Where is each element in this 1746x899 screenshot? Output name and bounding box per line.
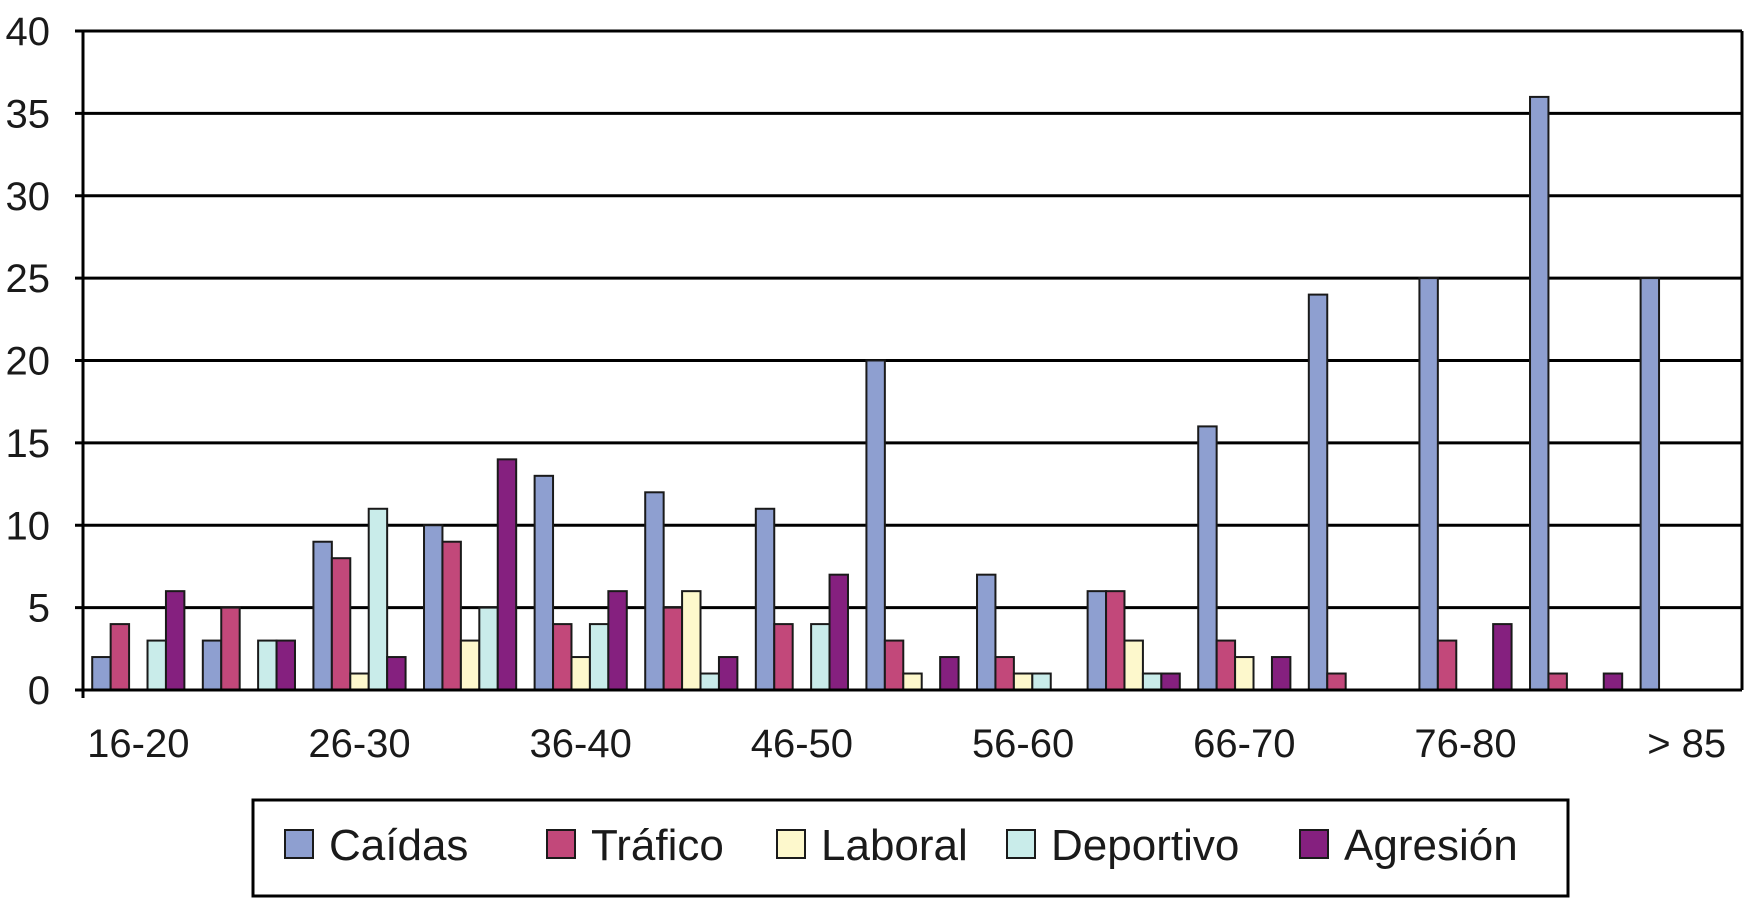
bar-tráfico-6 <box>773 623 794 691</box>
bars <box>91 95 1661 692</box>
bar-caídas-7 <box>865 359 886 691</box>
bar-caídas-8 <box>976 573 997 691</box>
bar-agresión-4 <box>607 590 628 692</box>
bar-deportivo-5 <box>699 672 720 692</box>
x-tick-label: 36-40 <box>530 722 632 766</box>
y-axis-labels: 0 5 10 15 20 25 30 35 40 <box>6 10 51 713</box>
legend-item-caídas: Caídas <box>284 821 468 870</box>
legend-label: Tráfico <box>591 821 724 870</box>
bar-caídas-9 <box>1086 590 1108 692</box>
bar-laboral-8 <box>1012 672 1034 692</box>
bar-agresión-13 <box>1602 672 1624 692</box>
bar-deportivo-2 <box>367 507 389 691</box>
legend-item-agresión: Agresión <box>1299 821 1518 870</box>
bar-tráfico-1 <box>220 606 241 691</box>
bar-caídas-4 <box>533 474 555 692</box>
legend-swatch <box>546 829 576 859</box>
bar-caídas-14 <box>1639 277 1661 691</box>
gridlines <box>75 29 1742 692</box>
bar-agresión-5 <box>717 656 739 691</box>
y-tick-label: 15 <box>6 422 51 466</box>
bar-deportivo-3 <box>478 606 499 691</box>
x-tick-label: 26-30 <box>308 722 410 766</box>
bar-laboral-4 <box>570 656 591 691</box>
bar-deportivo-9 <box>1141 672 1163 692</box>
x-axis-labels: 16-20 26-30 36-40 46-50 56-60 66-70 76-80 > 85 <box>87 722 1726 766</box>
bar-agresión-0 <box>164 590 186 692</box>
y-tick-label: 40 <box>6 10 51 54</box>
bar-caídas-13 <box>1529 95 1550 691</box>
bar-tráfico-7 <box>883 639 905 692</box>
y-tick-label: 10 <box>6 504 51 548</box>
bar-caídas-1 <box>201 639 223 692</box>
bar-tráfico-5 <box>662 606 684 691</box>
x-tick-label: 66-70 <box>1193 722 1295 766</box>
legend-item-deportivo: Deportivo <box>1006 821 1239 870</box>
bar-laboral-10 <box>1234 656 1255 691</box>
legend-label: Caídas <box>329 821 468 870</box>
bar-agresión-9 <box>1160 672 1181 692</box>
y-tick-label: 5 <box>28 587 50 631</box>
bar-caídas-6 <box>754 507 776 691</box>
x-tick-label: 46-50 <box>751 722 853 766</box>
bar-agresión-6 <box>828 573 849 691</box>
bar-caídas-11 <box>1307 293 1329 691</box>
legend-swatch <box>1299 829 1329 859</box>
x-tick-label: 56-60 <box>972 722 1074 766</box>
bar-tráfico-3 <box>441 540 462 691</box>
bar-tráfico-9 <box>1105 590 1126 692</box>
legend-swatch <box>1006 829 1036 859</box>
bar-deportivo-8 <box>1031 672 1052 692</box>
y-tick-label: 30 <box>6 175 51 219</box>
bar-agresión-2 <box>386 656 407 691</box>
legend-label: Agresión <box>1344 821 1518 870</box>
bar-tráfico-0 <box>109 623 131 691</box>
legend-label: Deportivo <box>1051 821 1239 870</box>
bar-tráfico-4 <box>552 623 573 691</box>
bar-deportivo-1 <box>257 639 278 692</box>
legend-box <box>251 798 1570 898</box>
bar-caídas-12 <box>1418 277 1439 691</box>
bar-caídas-3 <box>423 524 444 691</box>
bar-tráfico-2 <box>330 557 352 692</box>
bar-deportivo-0 <box>146 639 167 692</box>
y-tick-label: 20 <box>6 340 51 384</box>
y-tick-label: 35 <box>6 92 51 136</box>
legend-swatch <box>776 829 806 859</box>
bar-agresión-12 <box>1492 623 1513 691</box>
bar-tráfico-10 <box>1215 639 1237 692</box>
bar-caídas-2 <box>312 540 333 691</box>
bar-caídas-5 <box>644 491 665 691</box>
bar-caídas-10 <box>1197 425 1218 691</box>
legend-item-tráfico: Tráfico <box>546 821 724 870</box>
bar-laboral-9 <box>1123 639 1144 692</box>
legend-item-laboral: Laboral <box>776 821 968 870</box>
bar-agresión-10 <box>1270 656 1292 691</box>
bar-agresión-7 <box>939 656 960 691</box>
bar-laboral-5 <box>681 590 702 692</box>
bar-tráfico-8 <box>994 656 1015 691</box>
bar-laboral-2 <box>349 672 370 692</box>
bar-agresión-3 <box>496 458 518 691</box>
bar-tráfico-11 <box>1326 672 1347 692</box>
bar-deportivo-4 <box>588 623 610 691</box>
x-tick-label: 16-20 <box>87 722 189 766</box>
legend: Caídas Tráfico Laboral Deportivo Agresión <box>251 798 1570 898</box>
y-tick-label: 0 <box>28 669 50 713</box>
legend-swatch <box>284 829 314 859</box>
y-tick-label: 25 <box>6 257 51 301</box>
bar-tráfico-13 <box>1547 672 1568 692</box>
x-tick-label: > 85 <box>1647 722 1726 766</box>
bar-caídas-0 <box>91 656 112 691</box>
bar-laboral-3 <box>459 639 481 692</box>
bar-tráfico-12 <box>1436 639 1458 692</box>
legend-label: Laboral <box>821 821 968 870</box>
bar-deportivo-6 <box>810 623 831 691</box>
axes <box>81 31 1744 698</box>
bar-laboral-7 <box>902 672 923 692</box>
bar-agresión-1 <box>275 639 296 692</box>
x-tick-label: 76-80 <box>1414 722 1516 766</box>
